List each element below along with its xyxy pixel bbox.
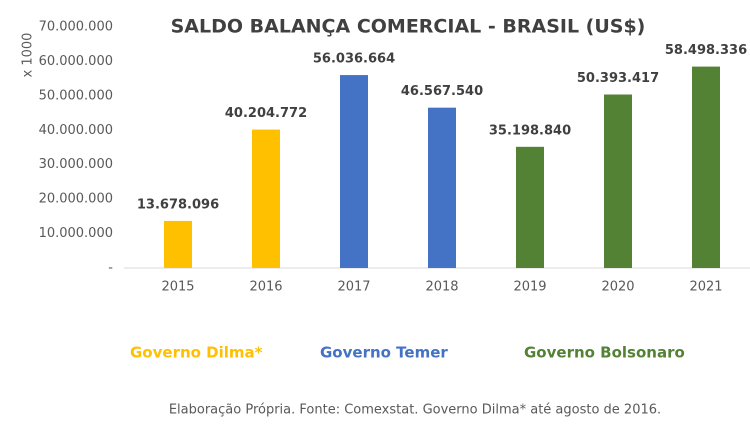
x-tick-label: 2020 <box>601 280 634 295</box>
bar <box>164 220 192 268</box>
y-tick-label: 20.000.000 <box>39 192 113 207</box>
legend-entry: Governo Dilma* <box>130 344 263 362</box>
value-label: 56.036.664 <box>313 52 395 67</box>
bar <box>692 66 720 268</box>
y-tick-label: 50.000.000 <box>39 88 113 103</box>
x-tick-label: 2015 <box>161 280 194 295</box>
y-tick-label: 70.000.000 <box>39 20 113 35</box>
y-axis-label: x 1000 <box>21 33 36 78</box>
y-tick-label: 60.000.000 <box>39 54 113 69</box>
value-label: 35.198.840 <box>489 123 571 138</box>
x-tick-label: 2021 <box>689 280 722 295</box>
y-tick-label: 40.000.000 <box>39 123 113 138</box>
x-tick-label: 2016 <box>249 280 282 295</box>
value-label: 40.204.772 <box>225 106 307 121</box>
value-label: 50.393.417 <box>577 71 659 86</box>
bar <box>516 146 544 268</box>
chart-title: SALDO BALANÇA COMERCIAL - BRASIL (US$) <box>171 16 646 38</box>
value-label: 58.498.336 <box>665 43 747 58</box>
x-tick-label: 2018 <box>425 280 458 295</box>
y-tick-label: 30.000.000 <box>39 157 113 172</box>
legend-entry: Governo Bolsonaro <box>524 344 685 362</box>
legend-entry: Governo Temer <box>320 344 448 362</box>
bar <box>428 107 456 268</box>
x-tick-label: 2019 <box>513 280 546 295</box>
x-tick-label: 2017 <box>337 280 370 295</box>
bar <box>604 94 632 269</box>
value-label: 13.678.096 <box>137 197 219 212</box>
footnote: Elaboração Própria. Fonte: Comexstat. Go… <box>169 403 661 418</box>
bar <box>340 75 368 269</box>
bar <box>252 129 280 268</box>
value-label: 46.567.540 <box>401 84 483 99</box>
y-tick-label: - <box>108 261 113 276</box>
y-tick-label: 10.000.000 <box>39 226 113 241</box>
